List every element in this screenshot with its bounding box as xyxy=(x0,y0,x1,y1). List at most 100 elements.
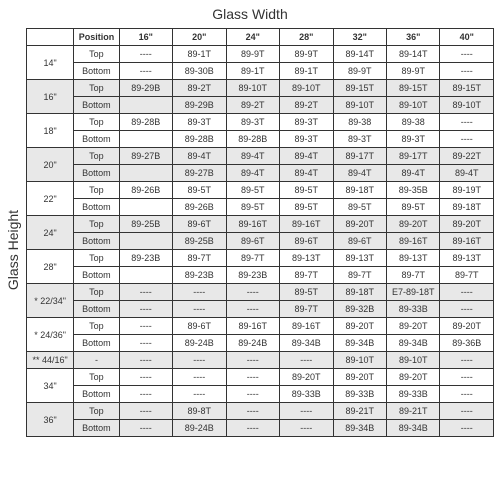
cell-value: 89-38 xyxy=(333,114,386,131)
cell-value: 89-20T xyxy=(333,216,386,233)
cell-position: Top xyxy=(74,284,119,301)
cell-value: 89-7T xyxy=(226,250,279,267)
cell-value: 89-10T xyxy=(333,352,386,369)
cell-value: 89-25B xyxy=(173,233,226,250)
cell-value: ---- xyxy=(280,403,333,420)
cell-value: 89-10T xyxy=(386,352,439,369)
cell-value: 89-34B xyxy=(333,420,386,437)
cell-value: 89-15T xyxy=(333,80,386,97)
cell-value: ---- xyxy=(226,301,279,318)
cell-value: 89-10T xyxy=(280,80,333,97)
table-container: Position 16" 20" 24" 28" 32" 36" 40" 14"… xyxy=(26,28,494,494)
cell-position: Top xyxy=(74,369,119,386)
cell-position: Top xyxy=(74,182,119,199)
cell-value: 89-5T xyxy=(280,284,333,301)
table-row: 14"Top----89-1T89-9T89-9T89-14T89-14T---… xyxy=(27,46,494,63)
cell-value: 89-5T xyxy=(333,199,386,216)
cell-value: 89-13T xyxy=(333,250,386,267)
cell-position: Bottom xyxy=(74,165,119,182)
cell-value: ---- xyxy=(119,318,172,335)
cell-value: 89-6T xyxy=(333,233,386,250)
cell-position: Bottom xyxy=(74,97,119,114)
cell-value: 89-4T xyxy=(280,148,333,165)
cell-value: 89-33B xyxy=(386,301,439,318)
title-glass-width: Glass Width xyxy=(0,6,500,22)
cell-value xyxy=(119,233,172,250)
cell-position: Bottom xyxy=(74,386,119,403)
cell-value: ---- xyxy=(440,386,494,403)
cell-value xyxy=(119,165,172,182)
cell-position: Bottom xyxy=(74,420,119,437)
cell-value: 89-4T xyxy=(386,165,439,182)
table-row: Bottom89-23B89-23B89-7T89-7T89-7T89-7T xyxy=(27,267,494,284)
cell-value: 89-34B xyxy=(333,335,386,352)
cell-value: ---- xyxy=(119,352,172,369)
cell-value: ---- xyxy=(226,352,279,369)
cell-value: 89-4T xyxy=(333,165,386,182)
cell-position: Top xyxy=(74,216,119,233)
cell-position: Top xyxy=(74,318,119,335)
cell-value: 89-7T xyxy=(333,267,386,284)
table-row: 16"Top89-29B89-2T89-10T89-10T89-15T89-15… xyxy=(27,80,494,97)
cell-value: 89-16T xyxy=(280,318,333,335)
cell-value: 89-16T xyxy=(440,233,494,250)
cell-value: ---- xyxy=(440,352,494,369)
cell-value: ---- xyxy=(119,420,172,437)
cell-value: 89-33B xyxy=(280,386,333,403)
cell-value: 89-5T xyxy=(280,182,333,199)
table-row: Bottom89-25B89-6T89-6T89-6T89-16T89-16T xyxy=(27,233,494,250)
cell-position: Bottom xyxy=(74,301,119,318)
cell-value: ---- xyxy=(440,284,494,301)
row-height-label: * 22/34" xyxy=(27,284,74,318)
cell-value: 89-9T xyxy=(280,46,333,63)
cell-value: 89-6T xyxy=(280,233,333,250)
cell-value: 89-13T xyxy=(440,250,494,267)
cell-value: 89-27B xyxy=(119,148,172,165)
table-row: 22"Top89-26B89-5T89-5T89-5T89-18T89-35B8… xyxy=(27,182,494,199)
cell-value: 89-25B xyxy=(119,216,172,233)
row-height-label: * 24/36" xyxy=(27,318,74,352)
cell-value: 89-4T xyxy=(173,148,226,165)
cell-position: Top xyxy=(74,148,119,165)
cell-value: ---- xyxy=(226,403,279,420)
cell-value: 89-14T xyxy=(333,46,386,63)
cell-value: 89-30B xyxy=(173,63,226,80)
table-row: 20"Top89-27B89-4T89-4T89-4T89-17T89-17T8… xyxy=(27,148,494,165)
cell-value: 89-5T xyxy=(226,199,279,216)
cell-value: 89-3T xyxy=(386,131,439,148)
cell-value: 89-3T xyxy=(226,114,279,131)
cell-value: 89-4T xyxy=(226,148,279,165)
cell-value: 89-7T xyxy=(280,301,333,318)
cell-value: ---- xyxy=(226,369,279,386)
table-header: Position 16" 20" 24" 28" 32" 36" 40" xyxy=(27,29,494,46)
table-row: Bottom89-28B89-28B89-3T89-3T89-3T---- xyxy=(27,131,494,148)
cell-value: ---- xyxy=(173,352,226,369)
cell-value: ---- xyxy=(173,369,226,386)
table-row: Bottom----89-30B89-1T89-1T89-9T89-9T---- xyxy=(27,63,494,80)
cell-value: 89-28B xyxy=(226,131,279,148)
cell-value: ---- xyxy=(280,420,333,437)
cell-value: 89-32B xyxy=(333,301,386,318)
cell-value: 89-4T xyxy=(226,165,279,182)
table-row: Bottom----89-24B89-24B89-34B89-34B89-34B… xyxy=(27,335,494,352)
cell-value xyxy=(119,199,172,216)
cell-value: ---- xyxy=(119,63,172,80)
cell-value: 89-20T xyxy=(386,318,439,335)
cell-value: 89-5T xyxy=(386,199,439,216)
row-height-label: 14" xyxy=(27,46,74,80)
cell-value: 89-1T xyxy=(280,63,333,80)
cell-value: ---- xyxy=(440,369,494,386)
cell-value: ---- xyxy=(440,420,494,437)
cell-value: 89-13T xyxy=(280,250,333,267)
cell-value: 89-6T xyxy=(173,318,226,335)
cell-value: 89-23B xyxy=(119,250,172,267)
cell-value: ---- xyxy=(119,369,172,386)
cell-value: 89-24B xyxy=(173,335,226,352)
cell-value: 89-16T xyxy=(280,216,333,233)
cell-value: 89-16T xyxy=(226,216,279,233)
cell-value: ---- xyxy=(119,335,172,352)
cell-value: ---- xyxy=(173,284,226,301)
cell-value: 89-23B xyxy=(173,267,226,284)
table-row: Bottom89-26B89-5T89-5T89-5T89-5T89-18T xyxy=(27,199,494,216)
cell-value: ---- xyxy=(226,284,279,301)
